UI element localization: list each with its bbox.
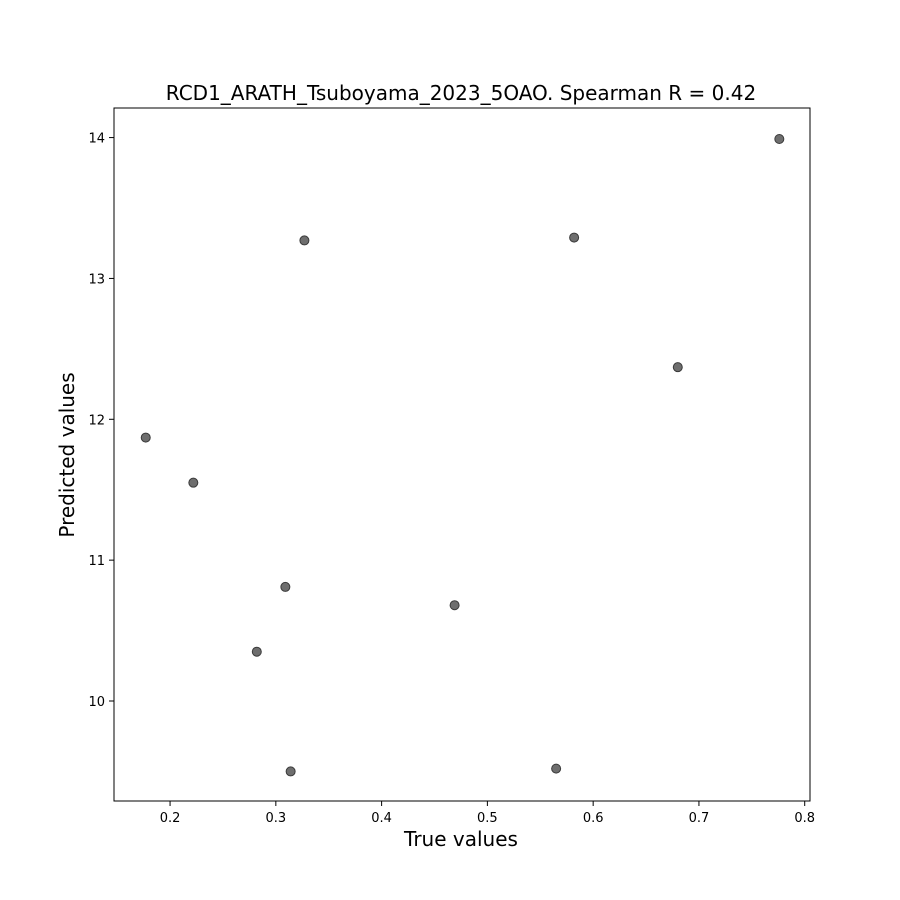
x-tick-label: 0.2 [160,811,181,826]
data-point [299,235,310,246]
x-tick-label: 0.6 [583,811,604,826]
x-tick-label: 0.3 [265,811,286,826]
y-axis-label: Predicted values [55,372,79,537]
data-point [280,581,291,592]
plot-area [113,107,811,802]
y-tick-label: 10 [88,695,105,710]
x-tick-label: 0.8 [794,811,815,826]
data-point [672,362,683,373]
x-axis-label: True values [403,827,518,851]
y-tick-label: 13 [88,272,105,287]
data-point [285,766,296,777]
x-tick-label: 0.4 [371,811,392,826]
data-point [449,600,460,611]
data-point [140,432,151,443]
chart-title: RCD1_ARATH_Tsuboyama_2023_5OAO. Spearman… [166,81,756,105]
data-points [140,133,785,777]
data-point [551,763,562,774]
data-point [774,133,785,144]
y-tick-label: 12 [88,413,105,428]
x-tick-label: 0.5 [477,811,498,826]
y-tick-label: 14 [88,132,105,147]
data-point [251,646,262,657]
x-tick-label: 0.7 [689,811,710,826]
data-point [569,232,580,243]
x-axis: 0.2 0.3 0.4 0.5 0.6 0.7 0.8 [160,801,815,826]
data-point [188,477,199,488]
y-tick-label: 11 [88,554,105,569]
y-axis: 10 11 12 13 14 [88,132,114,710]
